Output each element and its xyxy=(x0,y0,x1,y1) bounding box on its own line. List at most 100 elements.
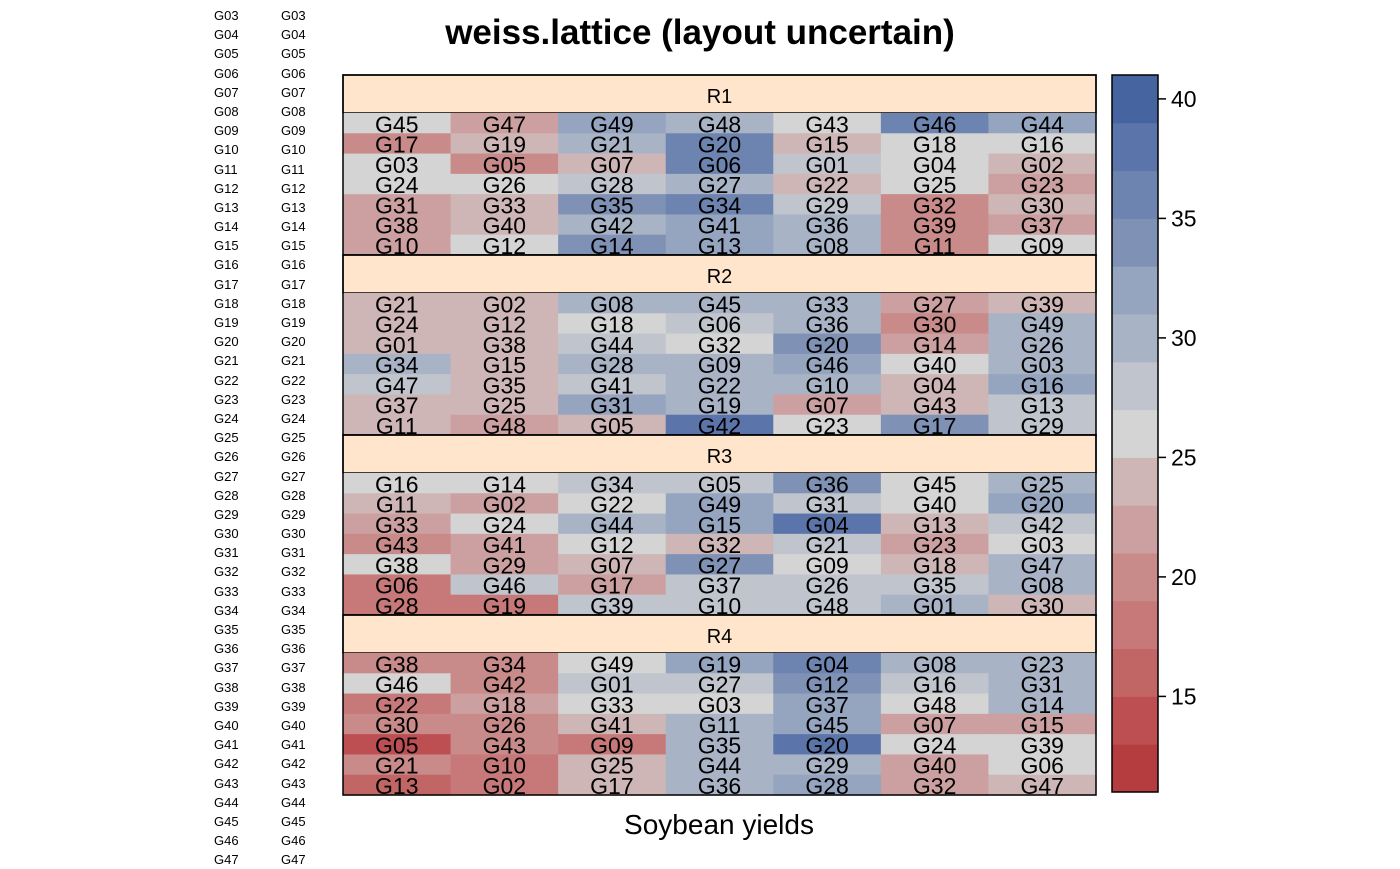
cell-label: G41 xyxy=(590,712,633,738)
heatmap-cell xyxy=(665,734,774,756)
heatmap-cell xyxy=(773,473,882,494)
left-label: G22 xyxy=(281,372,306,388)
cell-label: G22 xyxy=(590,492,633,518)
heatmap-cell xyxy=(665,313,774,335)
cell-label: G31 xyxy=(590,393,633,419)
left-label: G18 xyxy=(281,295,306,311)
heatmap-cell xyxy=(988,133,1097,155)
cell-label: G39 xyxy=(913,213,956,239)
colorkey-tick-label: 20 xyxy=(1171,564,1197,590)
heatmap-cell xyxy=(880,493,990,515)
heatmap-cell xyxy=(880,473,990,494)
left-label: G07 xyxy=(214,84,239,100)
heatmap-cell xyxy=(665,234,774,256)
cell-label: G27 xyxy=(698,552,741,578)
heatmap-cell xyxy=(988,594,1097,616)
cell-label: G44 xyxy=(590,512,634,538)
cell-label: G27 xyxy=(698,672,741,698)
cell-label: G29 xyxy=(483,552,526,578)
cell-label: G18 xyxy=(913,132,956,158)
left-label-column-a: G03 G04 G05 G06 G07 G08 G09 G10 G11 G12 G13 G14 G15 G… xyxy=(214,6,239,869)
heatmap-cell xyxy=(558,574,667,596)
left-label: G15 xyxy=(214,238,239,254)
cell-label: G40 xyxy=(913,352,956,378)
cell-label: G38 xyxy=(375,213,418,239)
heatmap-cell xyxy=(450,693,559,715)
left-label: G36 xyxy=(214,641,239,657)
heatmap-cell xyxy=(880,693,990,715)
heatmap-cell xyxy=(665,533,774,555)
left-label: G09 xyxy=(281,123,306,139)
left-label: G28 xyxy=(214,487,239,503)
heatmap-cell xyxy=(665,194,774,216)
cell-label: G14 xyxy=(913,332,957,358)
left-label: G06 xyxy=(214,65,239,81)
cell-label: G49 xyxy=(590,651,633,677)
heatmap-cell xyxy=(665,513,774,535)
heatmap-cell xyxy=(450,394,559,416)
heatmap-cell xyxy=(665,153,774,175)
cell-label: G43 xyxy=(805,111,848,137)
strip-r1 xyxy=(342,74,1097,114)
heatmap-cell xyxy=(450,653,559,674)
cell-label: G47 xyxy=(1020,552,1063,578)
cell-label: G48 xyxy=(913,692,956,718)
heatmap-cell xyxy=(558,594,667,616)
heatmap-cell xyxy=(988,653,1097,674)
cell-label: G40 xyxy=(913,753,956,779)
left-label: G43 xyxy=(214,775,239,791)
heatmap-cell xyxy=(988,774,1097,796)
left-label: G11 xyxy=(214,161,238,177)
left-label: G36 xyxy=(281,641,306,657)
left-label: G35 xyxy=(281,622,306,637)
heatmap-cell xyxy=(988,574,1097,596)
left-label: G26 xyxy=(214,449,239,465)
heatmap-cell xyxy=(988,533,1097,555)
heatmap-cell xyxy=(665,473,774,494)
cell-label: G30 xyxy=(375,712,418,738)
left-label: G03 xyxy=(214,8,239,23)
cell-label: G31 xyxy=(1020,672,1063,698)
cell-label: G16 xyxy=(1020,132,1063,158)
heatmap-cell xyxy=(558,333,667,355)
cell-label: G32 xyxy=(913,192,956,218)
cell-label: G15 xyxy=(483,352,526,378)
heatmap-cell xyxy=(558,554,667,576)
colorkey-swatch xyxy=(1112,648,1158,697)
cell-label: G28 xyxy=(590,172,633,198)
left-label: G44 xyxy=(281,794,306,810)
cell-label: G05 xyxy=(698,471,741,497)
heatmap-cell xyxy=(880,554,990,576)
heatmap-cell xyxy=(773,713,882,735)
cell-label: G01 xyxy=(375,332,418,358)
heatmap-cell xyxy=(558,153,667,175)
heatmap-cell xyxy=(450,713,559,735)
cell-label: G25 xyxy=(1020,471,1063,497)
cell-label: G12 xyxy=(805,672,848,698)
left-label: G04 xyxy=(281,27,306,43)
heatmap-cell xyxy=(988,333,1097,355)
heatmap-cell xyxy=(343,574,452,596)
heatmap-cell xyxy=(880,313,990,335)
heatmap-cell xyxy=(343,533,452,555)
heatmap-cell xyxy=(665,133,774,155)
heatmap-cell xyxy=(665,214,774,236)
heatmap-cell xyxy=(558,774,667,796)
heatmap-cell xyxy=(665,333,774,355)
heatmap-cell xyxy=(988,153,1097,175)
heatmap-cell xyxy=(450,414,559,436)
colorkey-swatch xyxy=(1112,218,1158,267)
heatmap-cell xyxy=(773,133,882,155)
left-label: G09 xyxy=(214,123,239,139)
heatmap-cell xyxy=(558,173,667,195)
heatmap-cell xyxy=(988,473,1097,494)
colorkey-border xyxy=(1111,74,1159,793)
left-label: G12 xyxy=(214,180,239,196)
heatmap-cell xyxy=(773,493,882,515)
heatmap-cell xyxy=(343,673,452,695)
left-label: G22 xyxy=(214,372,239,388)
cell-label: G03 xyxy=(698,692,741,718)
cell-label: G06 xyxy=(375,573,418,599)
cell-label: G35 xyxy=(698,732,741,758)
